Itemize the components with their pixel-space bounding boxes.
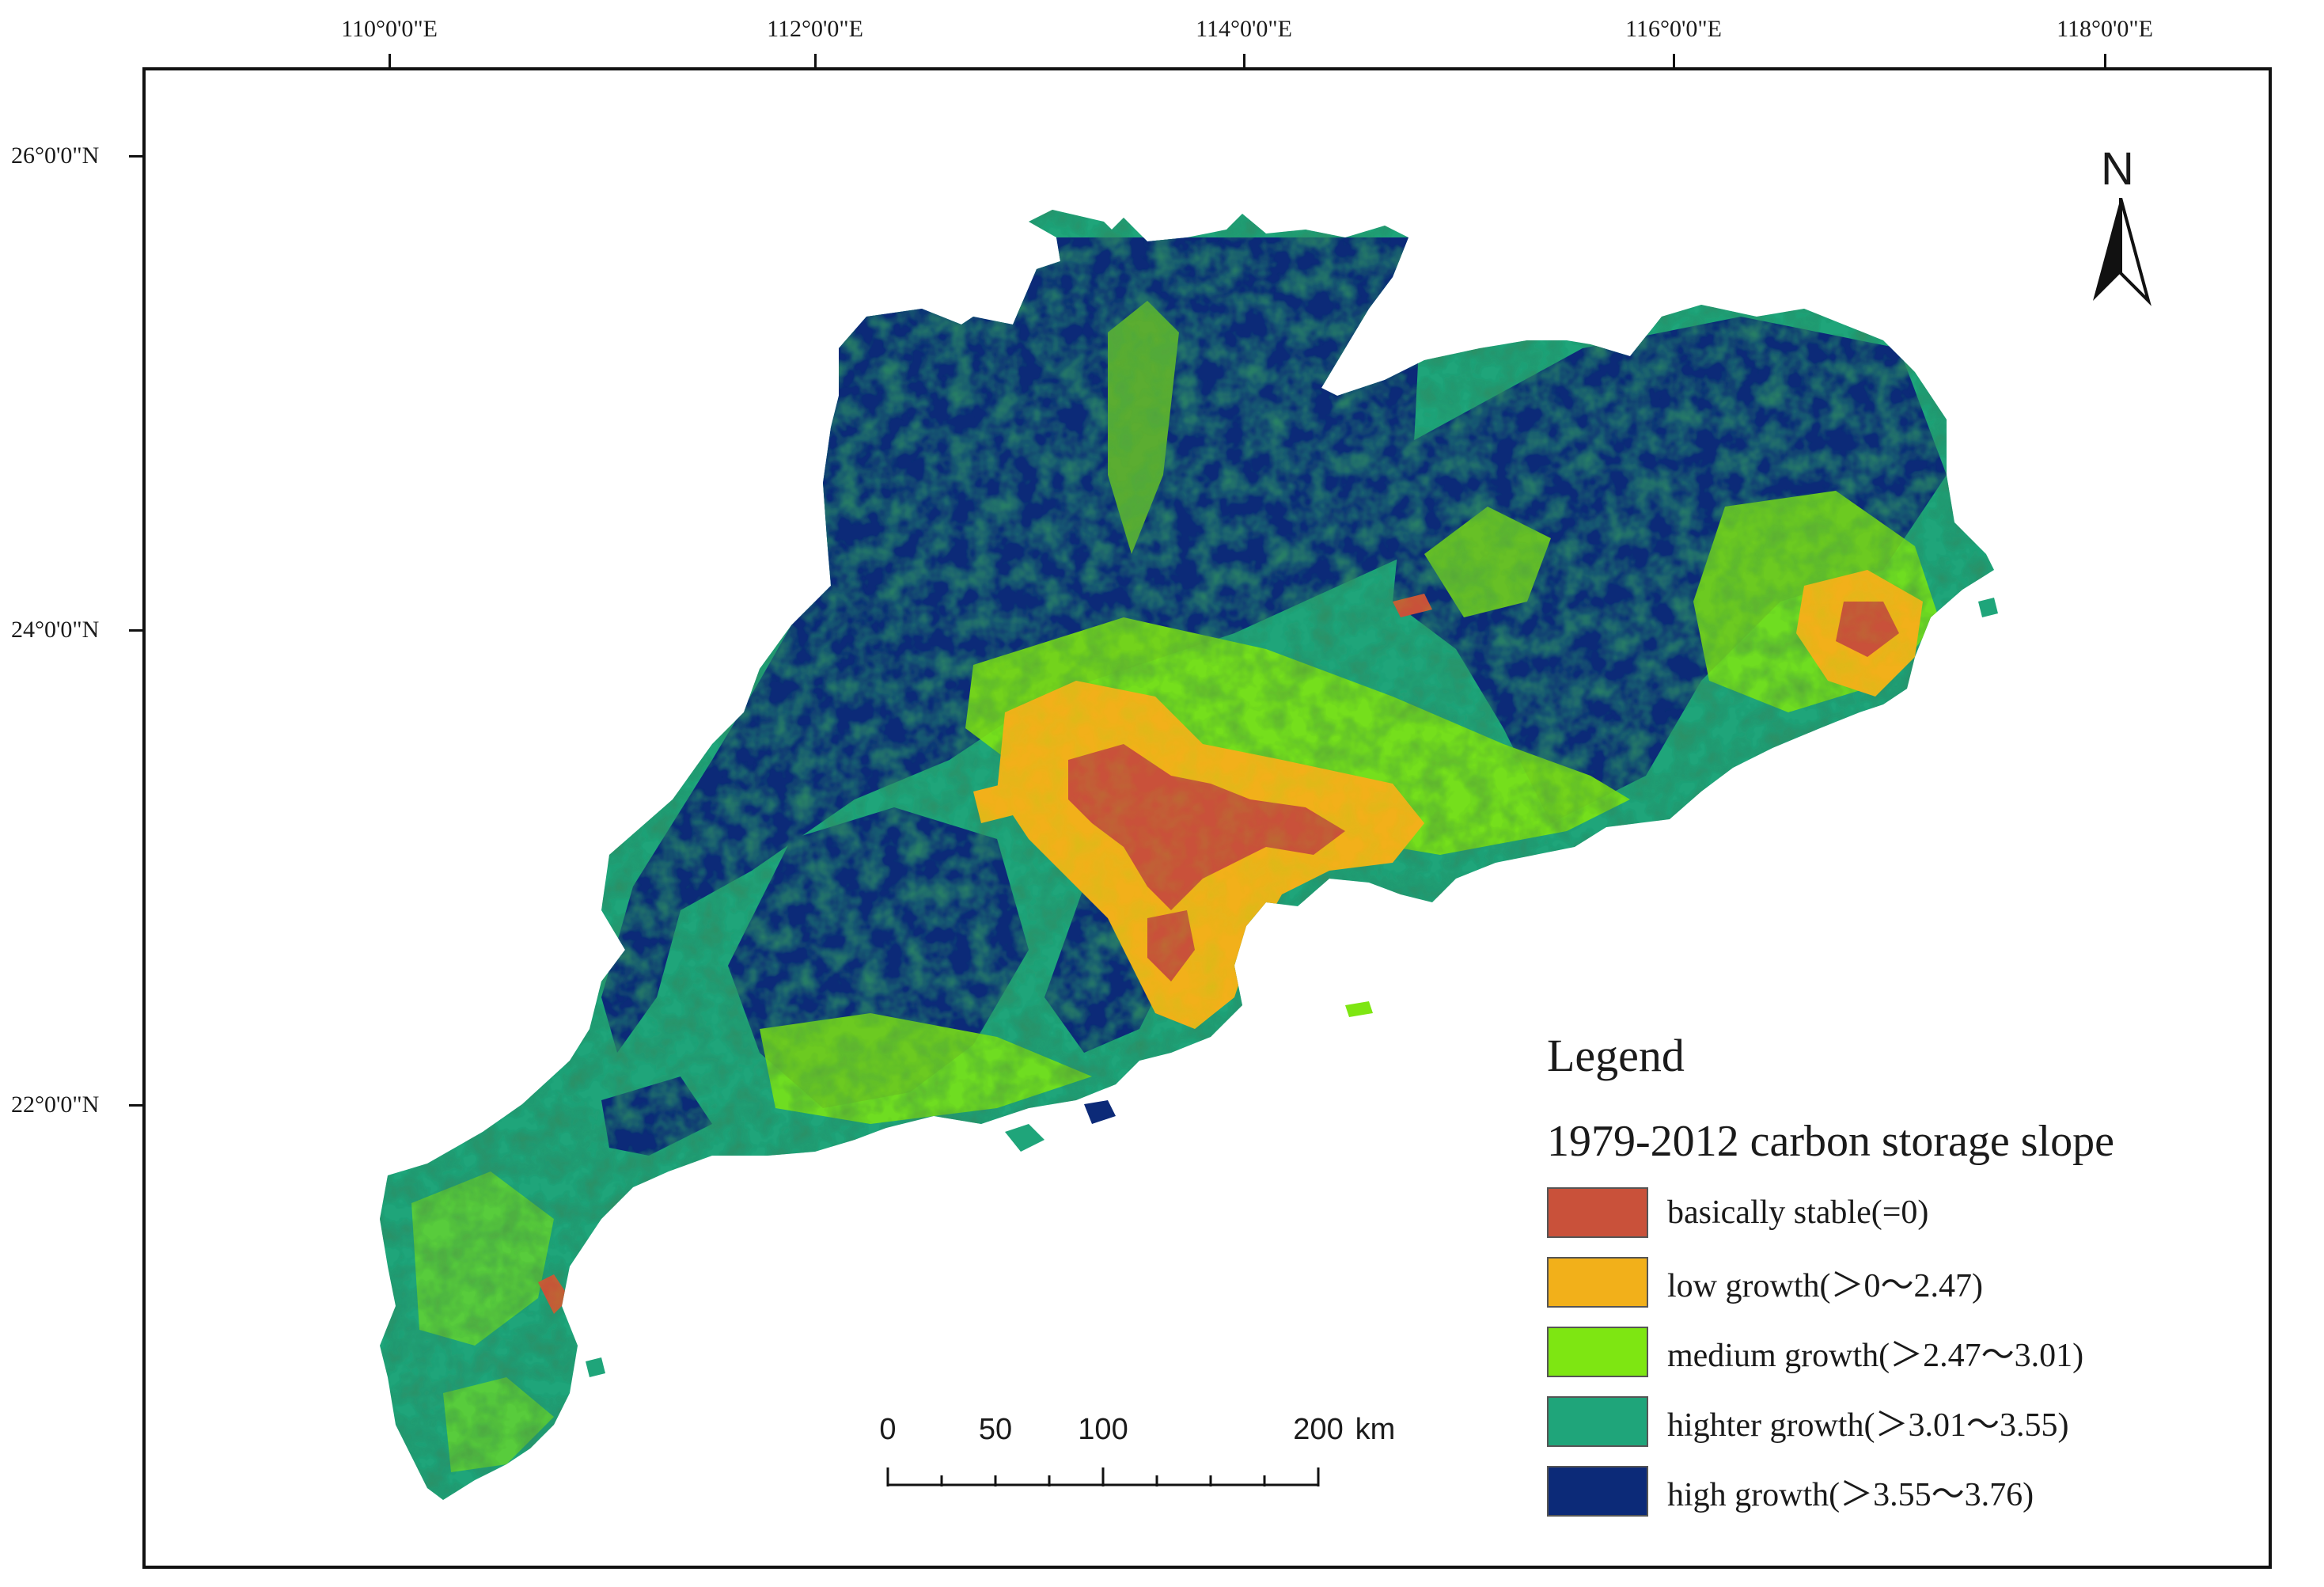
scale-unit: km [1355,1413,1396,1446]
map-frame [142,67,2272,1569]
legend-item: low growth(＞0～2.47) [1547,1255,1983,1310]
legend-swatch [1547,1396,1648,1447]
legend-label: basically stable(=0) [1667,1194,1929,1231]
legend-swatch [1547,1327,1648,1377]
longitude-label: 114°0'0"E [1196,16,1292,42]
longitude-tick [1243,54,1245,68]
latitude-tick [129,1104,143,1107]
legend-subtitle: 1979-2012 carbon storage slope [1547,1117,2114,1166]
legend-swatch [1547,1187,1648,1238]
legend-label: low growth(＞0～2.47) [1667,1267,1983,1304]
latitude-tick [129,629,143,632]
north-letter: N [2101,143,2134,195]
legend-item: basically stable(=0) [1547,1185,1928,1240]
legend-label: high growth(＞3.55～3.76) [1667,1476,2034,1513]
longitude-tick [2104,54,2106,68]
scale-label: 0 [879,1413,897,1446]
longitude-label: 118°0'0"E [2057,16,2153,42]
north-arrow-icon [2093,198,2152,306]
longitude-tick [1673,54,1675,68]
longitude-tick [814,54,817,68]
legend-item: high growth(＞3.55～3.76) [1547,1464,2034,1519]
legend-item: highter growth(＞3.01～3.55) [1547,1394,2068,1449]
legend-swatch [1547,1257,1648,1308]
scale-label: 50 [978,1413,1013,1446]
legend-label: highter growth(＞3.01～3.55) [1667,1407,2069,1444]
longitude-label: 116°0'0"E [1625,16,1722,42]
legend-swatch [1547,1466,1648,1517]
longitude-label: 112°0'0"E [767,16,863,42]
scale-label: 200 [1293,1413,1344,1446]
legend-item: medium growth(＞2.47～3.01) [1547,1324,2083,1380]
longitude-label: 110°0'0"E [341,16,438,42]
scale-label: 100 [1078,1413,1128,1446]
legend-title: Legend [1547,1030,1685,1081]
latitude-label: 24°0'0"N [11,617,100,643]
latitude-label: 22°0'0"N [11,1092,100,1118]
longitude-tick [389,54,391,68]
legend-label: medium growth(＞2.47～3.01) [1667,1337,2084,1374]
latitude-tick [129,155,143,158]
scale-bar-ruler [886,1467,1320,1486]
latitude-label: 26°0'0"N [11,142,100,169]
